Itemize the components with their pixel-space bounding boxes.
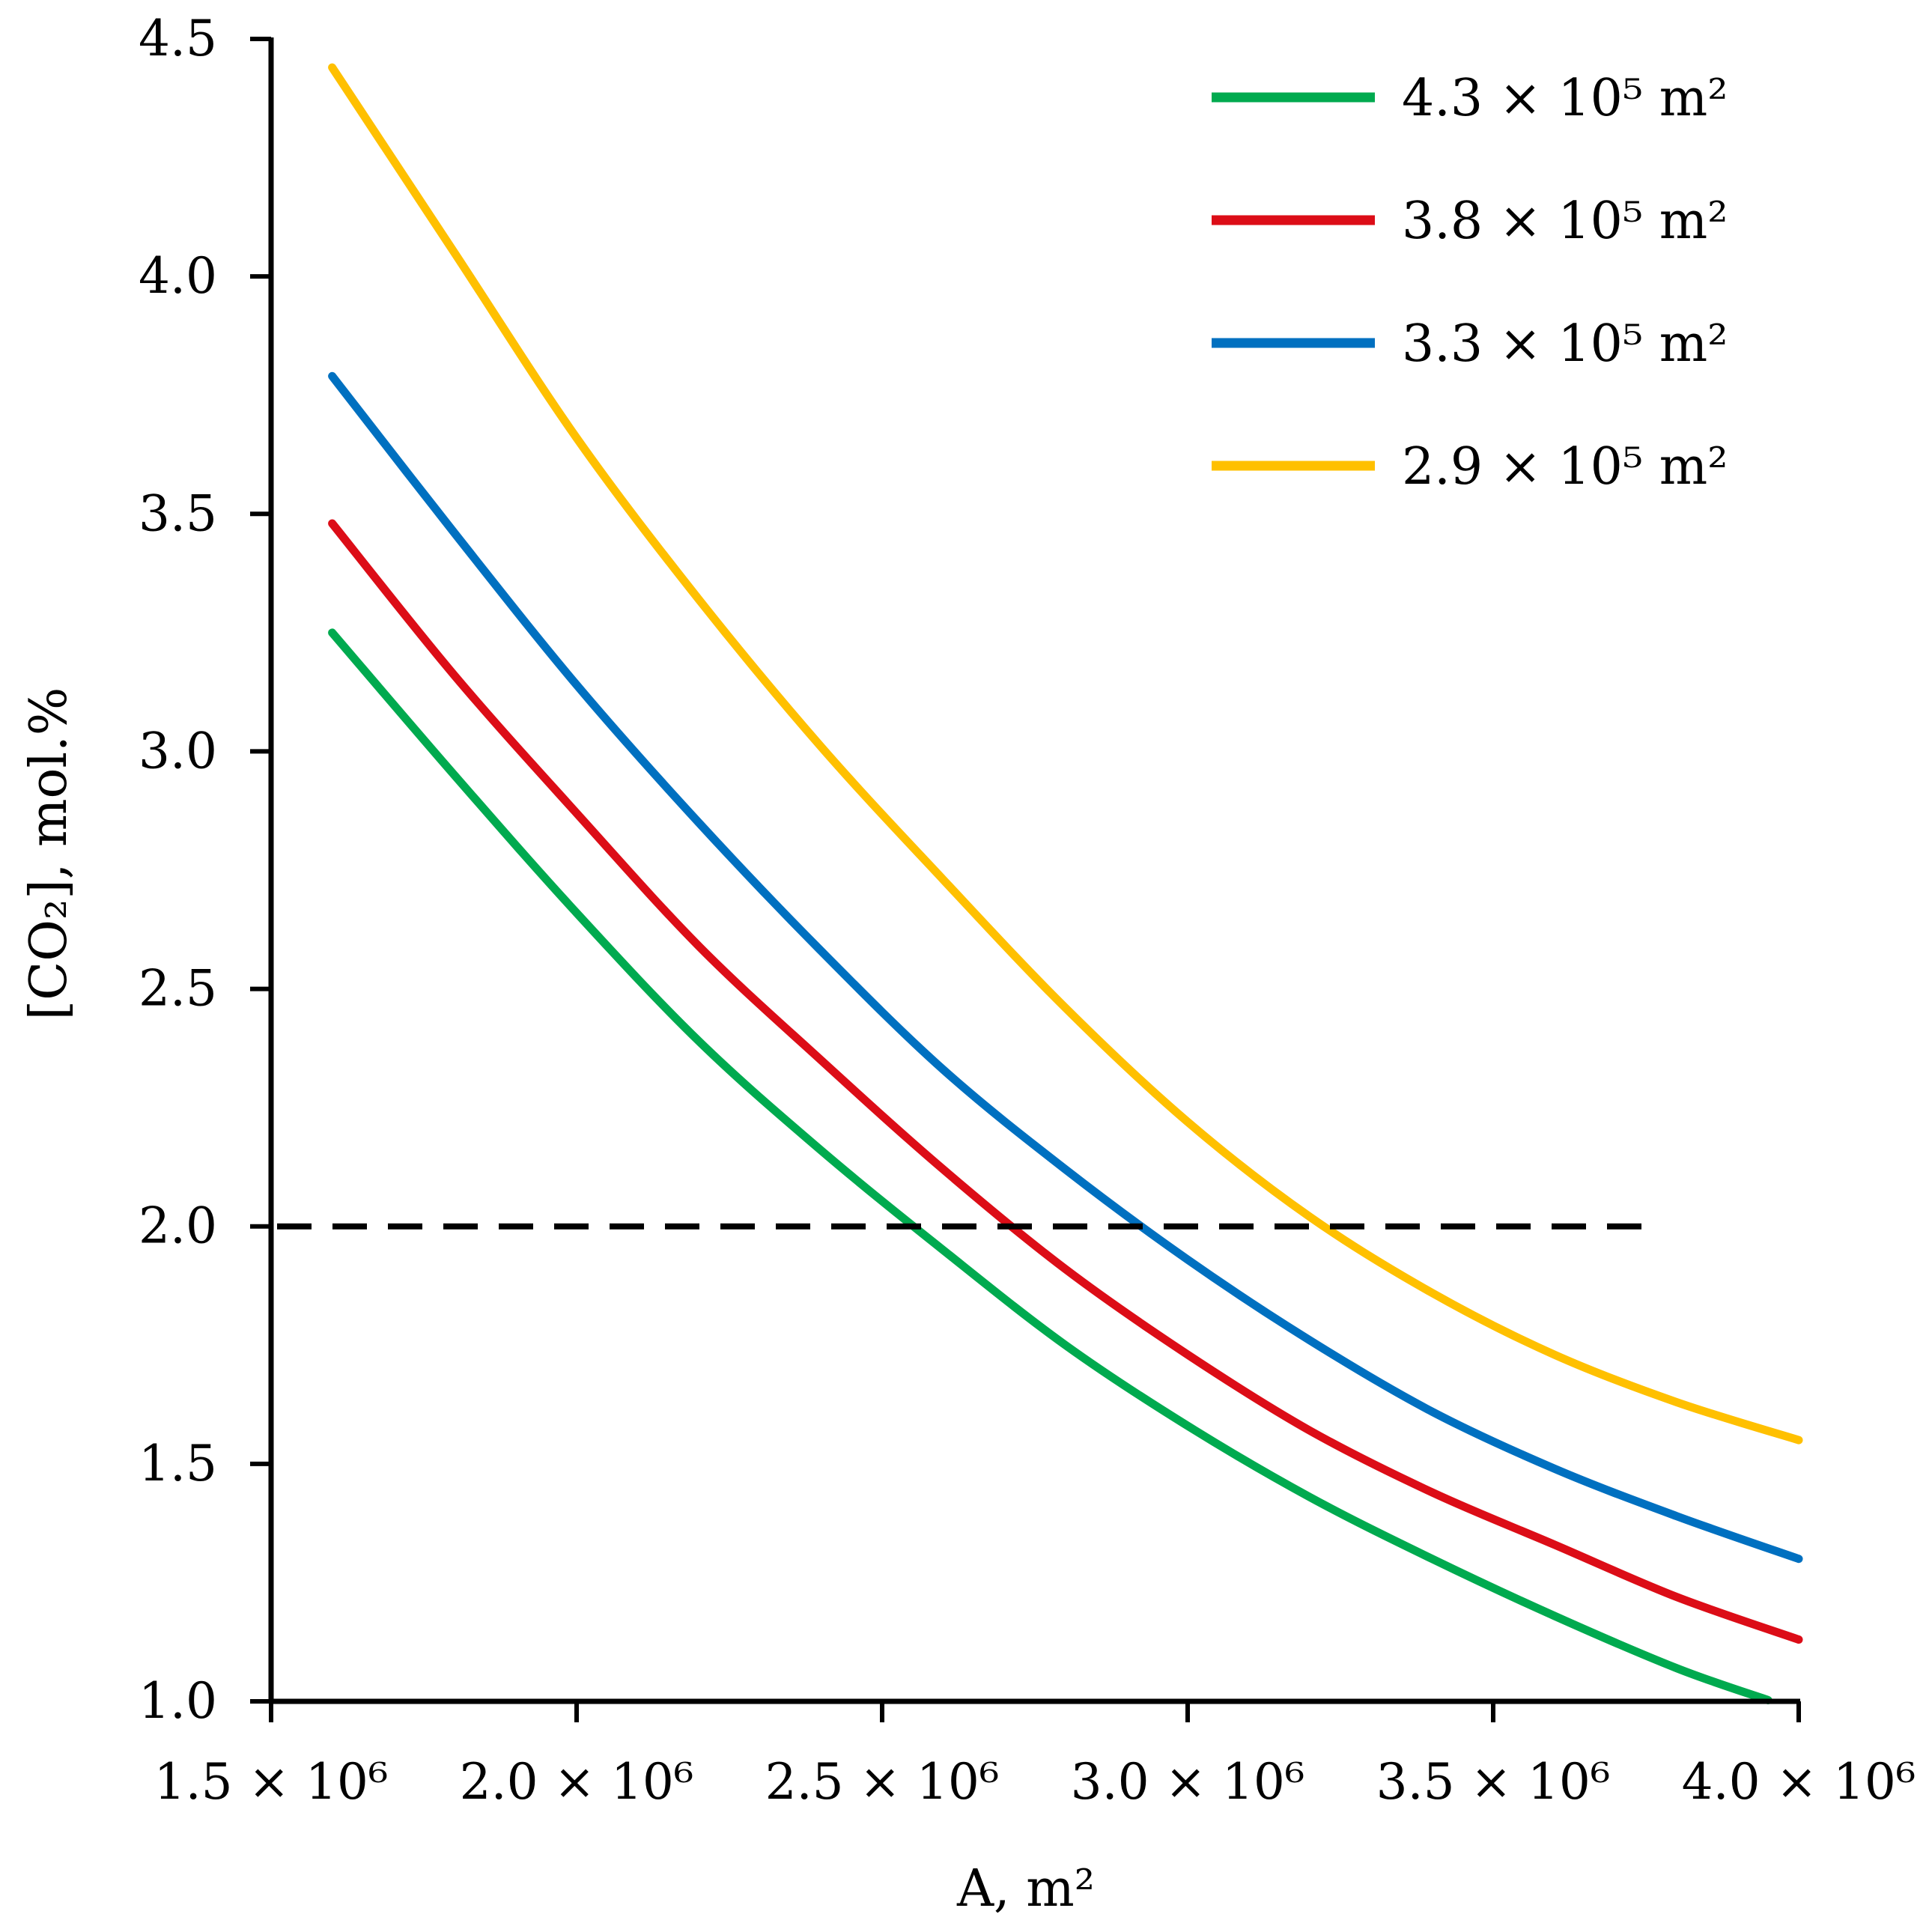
x-tick-label: 2.0 × 10⁶ (460, 1753, 694, 1811)
y-tick-label: 1.5 (139, 1435, 217, 1492)
legend-label-4: 2.9 × 10⁵ m² (1402, 437, 1728, 496)
x-tick-label: 4.0 × 10⁶ (1682, 1753, 1916, 1811)
series-line-4 (328, 63, 1803, 1444)
x-axis-title: A, m² (956, 1859, 1095, 1919)
x-ticks: 1.5 × 10⁶ 2.0 × 10⁶ 2.5 × 10⁶ 3.0 × 10⁶ 3.5 … (154, 1701, 1916, 1811)
y-tick-label: 4.5 (139, 10, 217, 67)
axes (268, 37, 1800, 1704)
x-tick-label: 3.0 × 10⁶ (1071, 1753, 1305, 1811)
legend: 4.3 × 10⁵ m² 3.8 × 10⁵ m² 3.3 × 10⁵ m² 2.9 … (1212, 69, 1728, 496)
legend-label-1: 4.3 × 10⁵ m² (1402, 69, 1728, 128)
x-tick-label: 3.5 × 10⁶ (1376, 1753, 1611, 1811)
series-line-1 (328, 628, 1772, 1704)
y-tick-label: 1.0 (139, 1672, 217, 1730)
plot-lines (328, 63, 1803, 1704)
y-tick-label: 3.5 (139, 484, 217, 542)
y-tick-label: 3.0 (139, 722, 217, 780)
y-ticks: 1.0 1.5 2.0 2.5 3.0 3.5 4.0 4.5 (139, 10, 271, 1730)
x-tick-label: 2.5 × 10⁶ (765, 1753, 1000, 1811)
y-tick-label: 2.5 (139, 960, 217, 1018)
series-line-3 (328, 371, 1803, 1564)
y-tick-label: 4.0 (139, 247, 217, 305)
x-tick-label: 1.5 × 10⁶ (154, 1753, 389, 1811)
legend-label-2: 3.8 × 10⁵ m² (1402, 192, 1728, 251)
legend-label-3: 3.3 × 10⁵ m² (1402, 315, 1728, 374)
series-line-2 (328, 519, 1803, 1644)
y-tick-label: 2.0 (139, 1197, 217, 1255)
y-axis-title: [CO₂], mol.% (19, 687, 79, 1021)
